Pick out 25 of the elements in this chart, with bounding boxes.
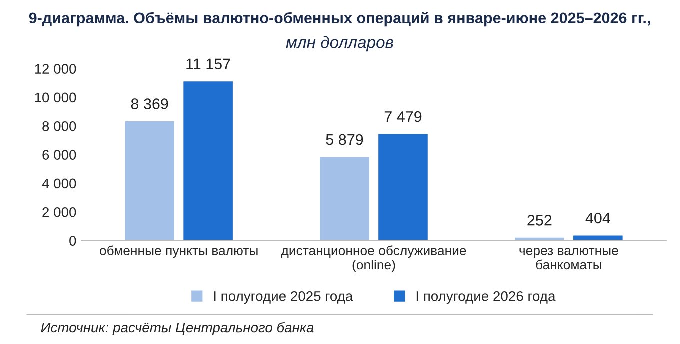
bar xyxy=(318,156,371,241)
data-label: 7 479 xyxy=(384,111,422,122)
chart-subtitle: млн долларов xyxy=(286,36,394,52)
data-label: 404 xyxy=(586,212,610,224)
legend-label: I полугодие 2026 года xyxy=(416,291,556,304)
y-tick-label: 10 000 xyxy=(35,92,76,103)
y-tick-label: 4 000 xyxy=(42,178,76,189)
x-tick-label: обменные пункты валюты xyxy=(100,246,258,258)
data-label: 11 157 xyxy=(186,58,230,70)
text: Источник: расчёты Центрального банка xyxy=(41,322,314,336)
bar xyxy=(377,132,430,241)
y-tick-label: 0 xyxy=(70,236,76,246)
x-tick-label: через валютные банкоматы xyxy=(520,248,618,270)
bar xyxy=(124,120,176,241)
y-tick-label: 2 000 xyxy=(42,207,76,218)
legend-label: I полугодие 2025 года xyxy=(214,291,354,304)
data-label: 252 xyxy=(528,215,552,226)
y-tick-label: 8 000 xyxy=(42,121,76,132)
y-tick-label: 12 000 xyxy=(35,64,76,74)
data-label: 5 879 xyxy=(326,134,364,146)
chart-title: 9-диаграмма. Объёмы валютно-обменных операций в январе-июне 2025–2026 гг., xyxy=(29,12,650,27)
x-tick-label: дистанционное обслуживание (online) xyxy=(281,246,466,272)
y-tick-label: 6 000 xyxy=(42,150,76,160)
data-label: 8 369 xyxy=(131,98,168,110)
bar xyxy=(182,80,234,241)
